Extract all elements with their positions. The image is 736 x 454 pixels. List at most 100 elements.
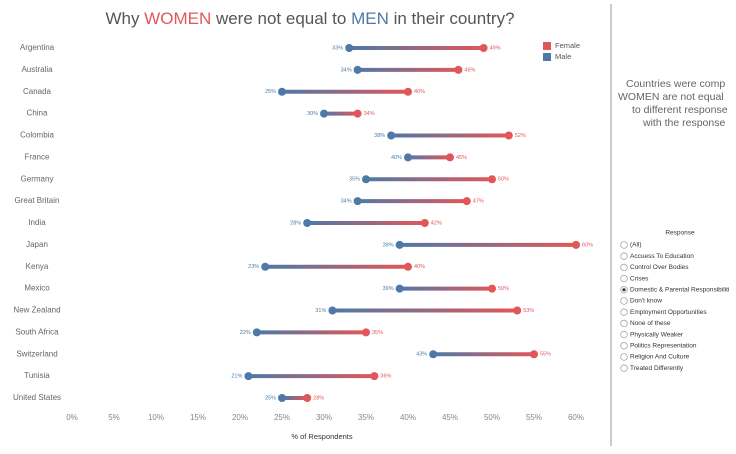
side-note-line: to different response xyxy=(632,104,728,116)
filter-option-label[interactable]: Physically Weaker xyxy=(630,331,684,338)
filter-option[interactable]: Crises xyxy=(620,274,649,283)
filter-option[interactable]: (All) xyxy=(620,241,642,249)
category-label: Argentina xyxy=(20,43,55,52)
connector xyxy=(324,111,358,116)
x-tick-label: 30% xyxy=(316,413,332,422)
radio[interactable] xyxy=(620,241,628,249)
connector xyxy=(248,374,375,379)
male-value-label: 23% xyxy=(248,264,259,270)
male-value-label: 40% xyxy=(391,155,402,161)
radio-dot xyxy=(622,288,626,292)
x-tick-label: 10% xyxy=(148,413,164,422)
connector xyxy=(433,352,534,357)
legend-label: Male xyxy=(555,52,571,61)
female-dot xyxy=(420,219,429,227)
side-note-line: with the response xyxy=(642,117,725,129)
female-value-label: 40% xyxy=(414,89,425,95)
radio[interactable] xyxy=(620,274,628,283)
legend-label: Female xyxy=(555,41,580,50)
x-tick-label: 20% xyxy=(232,413,248,422)
side-note-line: Countries were comp xyxy=(626,78,725,90)
title-part: WOMEN xyxy=(144,9,211,28)
female-value-label: 42% xyxy=(431,220,442,226)
category-label: Australia xyxy=(21,65,53,74)
connector xyxy=(391,133,509,138)
radio[interactable] xyxy=(620,252,628,260)
category-label: United States xyxy=(13,393,61,402)
radio[interactable] xyxy=(620,330,628,339)
radio[interactable] xyxy=(620,319,628,328)
male-dot xyxy=(244,372,253,381)
female-value-label: 50% xyxy=(498,286,509,292)
female-dot xyxy=(504,131,513,140)
category-label: Canada xyxy=(23,87,52,96)
radio[interactable] xyxy=(620,297,628,305)
radio[interactable] xyxy=(620,364,628,372)
title-part: in their country? xyxy=(389,9,515,28)
female-dot xyxy=(362,328,370,337)
male-dot xyxy=(404,153,412,162)
filter-option-label[interactable]: Employment Opportunities xyxy=(630,309,707,316)
filter-option-label[interactable]: Treated Differently xyxy=(630,365,684,372)
filter-option[interactable]: Control Over Bodies xyxy=(620,263,690,272)
category-label: Japan xyxy=(26,240,48,249)
female-value-label: 50% xyxy=(498,177,509,183)
radio[interactable] xyxy=(620,308,628,316)
connector xyxy=(408,155,450,160)
x-tick-label: 25% xyxy=(274,413,290,422)
female-dot xyxy=(370,372,379,381)
connector xyxy=(307,221,425,225)
filter-option[interactable]: Accuess To Education xyxy=(620,252,695,260)
filter-option-label[interactable]: (All) xyxy=(630,242,642,249)
female-dot xyxy=(479,44,488,52)
filter-option-label[interactable]: Accuess To Education xyxy=(630,253,694,260)
connector xyxy=(366,177,492,182)
filter-option-label[interactable]: Don't know xyxy=(630,298,662,305)
male-dot xyxy=(395,284,404,293)
male-value-label: 35% xyxy=(349,177,360,183)
female-value-label: 60% xyxy=(582,242,593,248)
female-value-label: 28% xyxy=(313,395,324,401)
filter-option-label[interactable]: Politics Representation xyxy=(630,343,697,350)
chart-title: Why WOMEN were not equal to MEN in their… xyxy=(105,9,514,28)
filter-option[interactable]: Treated Differently xyxy=(620,364,684,372)
category-label: Great Britain xyxy=(15,196,60,205)
filter-option[interactable]: Religion And Culture xyxy=(620,353,690,361)
male-dot xyxy=(429,350,438,359)
female-dot xyxy=(462,197,471,206)
connector xyxy=(282,89,408,94)
male-value-label: 25% xyxy=(265,395,276,401)
male-dot xyxy=(345,44,354,52)
female-value-label: 34% xyxy=(364,111,375,117)
male-value-label: 22% xyxy=(240,330,251,336)
radio[interactable] xyxy=(620,263,628,272)
filter-option-label[interactable]: Crises xyxy=(630,275,649,282)
female-value-label: 46% xyxy=(464,67,475,73)
category-label: India xyxy=(28,218,46,227)
radio[interactable] xyxy=(620,353,628,361)
male-value-label: 28% xyxy=(290,220,301,226)
male-value-label: 34% xyxy=(341,199,352,205)
filter-option[interactable]: Physically Weaker xyxy=(620,330,684,339)
connector xyxy=(282,396,308,400)
filter-option[interactable]: Politics Representation xyxy=(620,342,697,350)
female-dot xyxy=(572,240,580,249)
title-part: Why xyxy=(105,9,144,28)
male-dot xyxy=(303,219,312,227)
filter-option[interactable]: Employment Opportunities xyxy=(620,308,708,316)
filter-option[interactable]: None of these xyxy=(620,319,671,328)
female-dot xyxy=(404,87,412,96)
filter-option-label[interactable]: Control Over Bodies xyxy=(630,264,689,271)
filter-option-label[interactable]: Religion And Culture xyxy=(630,354,690,361)
male-dot xyxy=(387,131,396,140)
filter-option-label[interactable]: Domestic & Parental Responsibiliti xyxy=(630,287,729,294)
filter-option[interactable]: Don't know xyxy=(620,297,663,305)
female-dot xyxy=(303,394,312,402)
female-dot xyxy=(513,306,522,315)
female-dot xyxy=(454,65,463,74)
filter-option[interactable]: Domestic & Parental Responsibiliti xyxy=(620,286,730,294)
filter-option-label[interactable]: None of these xyxy=(630,320,671,327)
connector xyxy=(357,199,467,204)
radio[interactable] xyxy=(620,342,628,350)
category-label: New Zealand xyxy=(13,306,60,315)
